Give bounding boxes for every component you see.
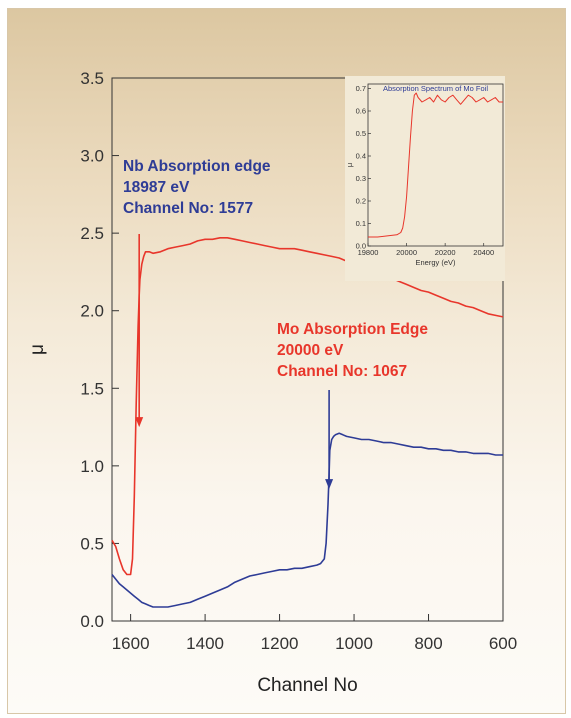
inset-x-tick-label: 20400 [473, 248, 494, 257]
x-axis-title: Channel No [257, 675, 357, 696]
x-tick-label: 1000 [335, 634, 373, 653]
inset-y-tick-label: 0.2 [356, 197, 366, 206]
inset-series-line-1 [368, 92, 503, 238]
inset-x-axis-title: Energy (eV) [415, 258, 456, 267]
series-line-1 [111, 237, 504, 576]
x-tick-label: 1200 [261, 634, 299, 653]
inset-y-tick-label: 0.1 [356, 219, 366, 228]
series-line-2 [111, 432, 503, 608]
y-tick-label: 3.0 [80, 147, 104, 166]
inset-frame [367, 83, 504, 247]
annotation-arrowhead [135, 417, 144, 428]
inset-y-axis-title: μ [345, 163, 354, 167]
annotation-arrowhead [325, 479, 334, 490]
annotation-line: Mo Absorption Edge [277, 321, 428, 338]
annotation-line: 20000 eV [277, 342, 344, 359]
y-tick-label: 3.5 [80, 69, 104, 88]
inset-y-tick-label: 0.4 [356, 152, 366, 161]
inset-x-tick-label: 19800 [358, 248, 379, 257]
inset-title: Absorption Spectrum of Mo Foil [383, 84, 488, 93]
x-tick-label: 600 [489, 634, 517, 653]
annotation-line: 18987 eV [123, 179, 190, 196]
y-tick-label: 1.5 [80, 379, 104, 398]
inset-y-tick-label: 0.0 [356, 242, 366, 251]
annotation-line: Channel No: 1577 [123, 200, 253, 217]
inset-y-tick-label: 0.6 [356, 107, 366, 116]
x-tick-label: 1400 [186, 634, 224, 653]
inset-y-tick-label: 0.3 [356, 174, 366, 183]
annotation-line: Nb Absorption edge [123, 158, 271, 175]
inset-background [345, 76, 505, 281]
inset-y-tick-label: 0.7 [356, 84, 366, 93]
y-tick-label: 0.5 [80, 534, 104, 553]
annotation-line: Channel No: 1067 [277, 363, 407, 380]
x-tick-label: 800 [414, 634, 442, 653]
inset-x-tick-label: 20200 [435, 248, 456, 257]
inset-x-tick-label: 20000 [396, 248, 417, 257]
plot-frame [111, 77, 504, 622]
x-tick-label: 1600 [112, 634, 150, 653]
y-tick-label: 2.0 [80, 302, 104, 321]
y-axis-title: μ [27, 344, 48, 355]
y-tick-label: 2.5 [80, 224, 104, 243]
y-tick-label: 0.0 [80, 612, 104, 631]
y-tick-label: 1.0 [80, 457, 104, 476]
inset-y-tick-label: 0.5 [356, 129, 366, 138]
